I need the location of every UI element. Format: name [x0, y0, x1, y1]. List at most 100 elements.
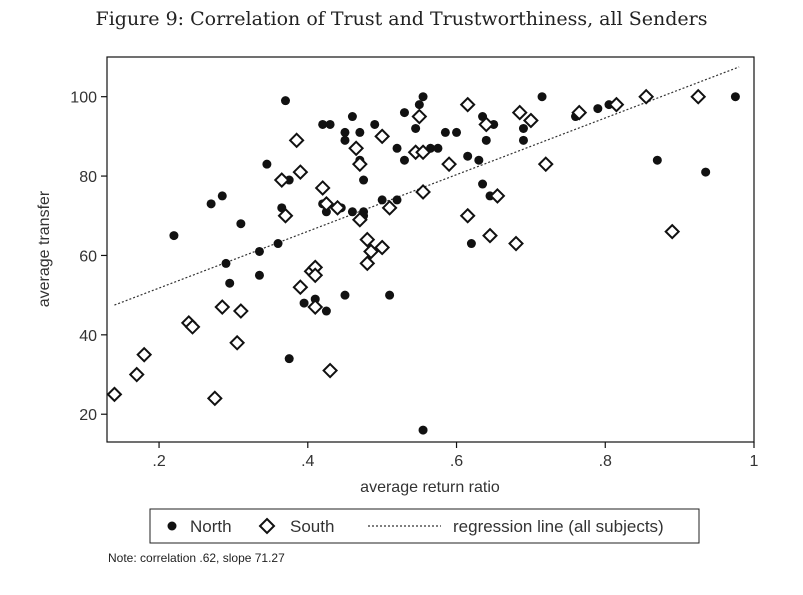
north-point — [355, 127, 365, 137]
north-point — [518, 123, 528, 133]
north-point — [169, 231, 179, 241]
south-point — [441, 156, 458, 173]
south-point — [482, 227, 498, 244]
south-point — [359, 255, 376, 272]
north-point — [340, 135, 350, 145]
x-tick-label: .6 — [450, 453, 463, 470]
south-point — [206, 390, 223, 407]
north-point — [310, 294, 320, 304]
north-point — [466, 239, 476, 249]
north-point — [254, 246, 264, 256]
north-point — [284, 354, 294, 364]
plot-area — [106, 56, 755, 443]
north-point — [411, 123, 421, 133]
north-point — [392, 143, 402, 153]
x-axis-label: average return ratio — [360, 479, 500, 496]
x-tick-label: .2 — [152, 453, 165, 470]
south-point — [329, 199, 346, 216]
north-point — [318, 119, 328, 129]
south-point — [314, 180, 331, 196]
north-point — [418, 92, 428, 102]
chart-marks: .2 .4 .6 .8 1 20 40 60 80 100 — [70, 66, 759, 470]
north-point — [414, 100, 424, 110]
south-point — [351, 211, 368, 228]
south-point — [374, 239, 391, 256]
north-point — [217, 191, 227, 201]
south-point — [537, 156, 554, 173]
north-point — [385, 290, 395, 300]
north-point — [262, 159, 272, 169]
north-point — [433, 143, 443, 153]
x-tick-label: .4 — [301, 453, 314, 470]
north-point — [280, 96, 290, 106]
south-point — [478, 116, 495, 133]
north-point — [440, 127, 450, 137]
south-point — [690, 88, 707, 105]
south-point — [459, 207, 476, 224]
north-point — [236, 219, 246, 229]
legend-north-label: North — [190, 517, 232, 536]
regression-line — [114, 66, 740, 306]
north-point — [399, 108, 409, 118]
north-point — [347, 112, 357, 122]
south-point — [359, 231, 376, 248]
north-point — [474, 155, 484, 165]
south-point — [348, 140, 365, 157]
chart-note: Note: correlation .62, slope 71.27 — [108, 551, 285, 565]
north-point — [340, 127, 350, 137]
south-point — [459, 96, 476, 113]
south-point — [288, 132, 305, 149]
south-point — [508, 235, 524, 252]
north-point — [701, 167, 711, 177]
north-point — [399, 155, 409, 165]
south-point — [638, 88, 655, 105]
south-point — [307, 267, 324, 284]
north-point — [321, 207, 331, 217]
south-point — [608, 96, 625, 113]
legend-north-marker — [167, 521, 177, 531]
south-point — [229, 334, 246, 351]
north-point — [359, 175, 369, 185]
y-tick-label: 60 — [79, 248, 97, 265]
south-point — [522, 112, 539, 129]
x-tick-label: 1 — [750, 453, 759, 470]
north-point — [221, 258, 231, 268]
south-point — [374, 128, 391, 145]
y-tick-label: 100 — [70, 90, 97, 107]
south-point — [571, 104, 588, 121]
north-point — [299, 298, 309, 308]
south-point — [128, 366, 145, 383]
north-point — [652, 155, 662, 165]
north-point — [325, 119, 335, 129]
north-point — [518, 135, 528, 145]
north-point — [206, 199, 216, 209]
south-point — [318, 195, 335, 212]
north-point — [321, 306, 331, 316]
south-point — [184, 318, 201, 335]
north-point — [377, 195, 387, 205]
y-axis-label: average transfer — [36, 190, 53, 307]
legend-south-label: South — [290, 517, 334, 536]
south-point — [489, 188, 506, 204]
north-point — [254, 270, 264, 280]
north-point — [463, 151, 473, 161]
south-point — [292, 164, 309, 181]
north-point — [593, 104, 603, 114]
south-point — [214, 299, 231, 315]
south-point — [292, 279, 309, 296]
north-point — [730, 92, 740, 102]
south-point — [415, 184, 431, 200]
south-point — [411, 108, 428, 125]
figure-title: Figure 9: Correlation of Trust and Trust… — [95, 8, 708, 30]
south-point — [664, 223, 681, 240]
legend-regression-label: regression line (all subjects) — [453, 517, 664, 536]
y-tick-label: 40 — [79, 328, 97, 345]
south-point — [511, 104, 528, 121]
x-tick-label: .8 — [599, 453, 612, 470]
south-point — [106, 386, 123, 403]
south-point — [273, 172, 290, 188]
north-point — [537, 92, 547, 102]
y-tick-label: 80 — [79, 169, 97, 186]
y-tick-label: 20 — [79, 407, 97, 424]
